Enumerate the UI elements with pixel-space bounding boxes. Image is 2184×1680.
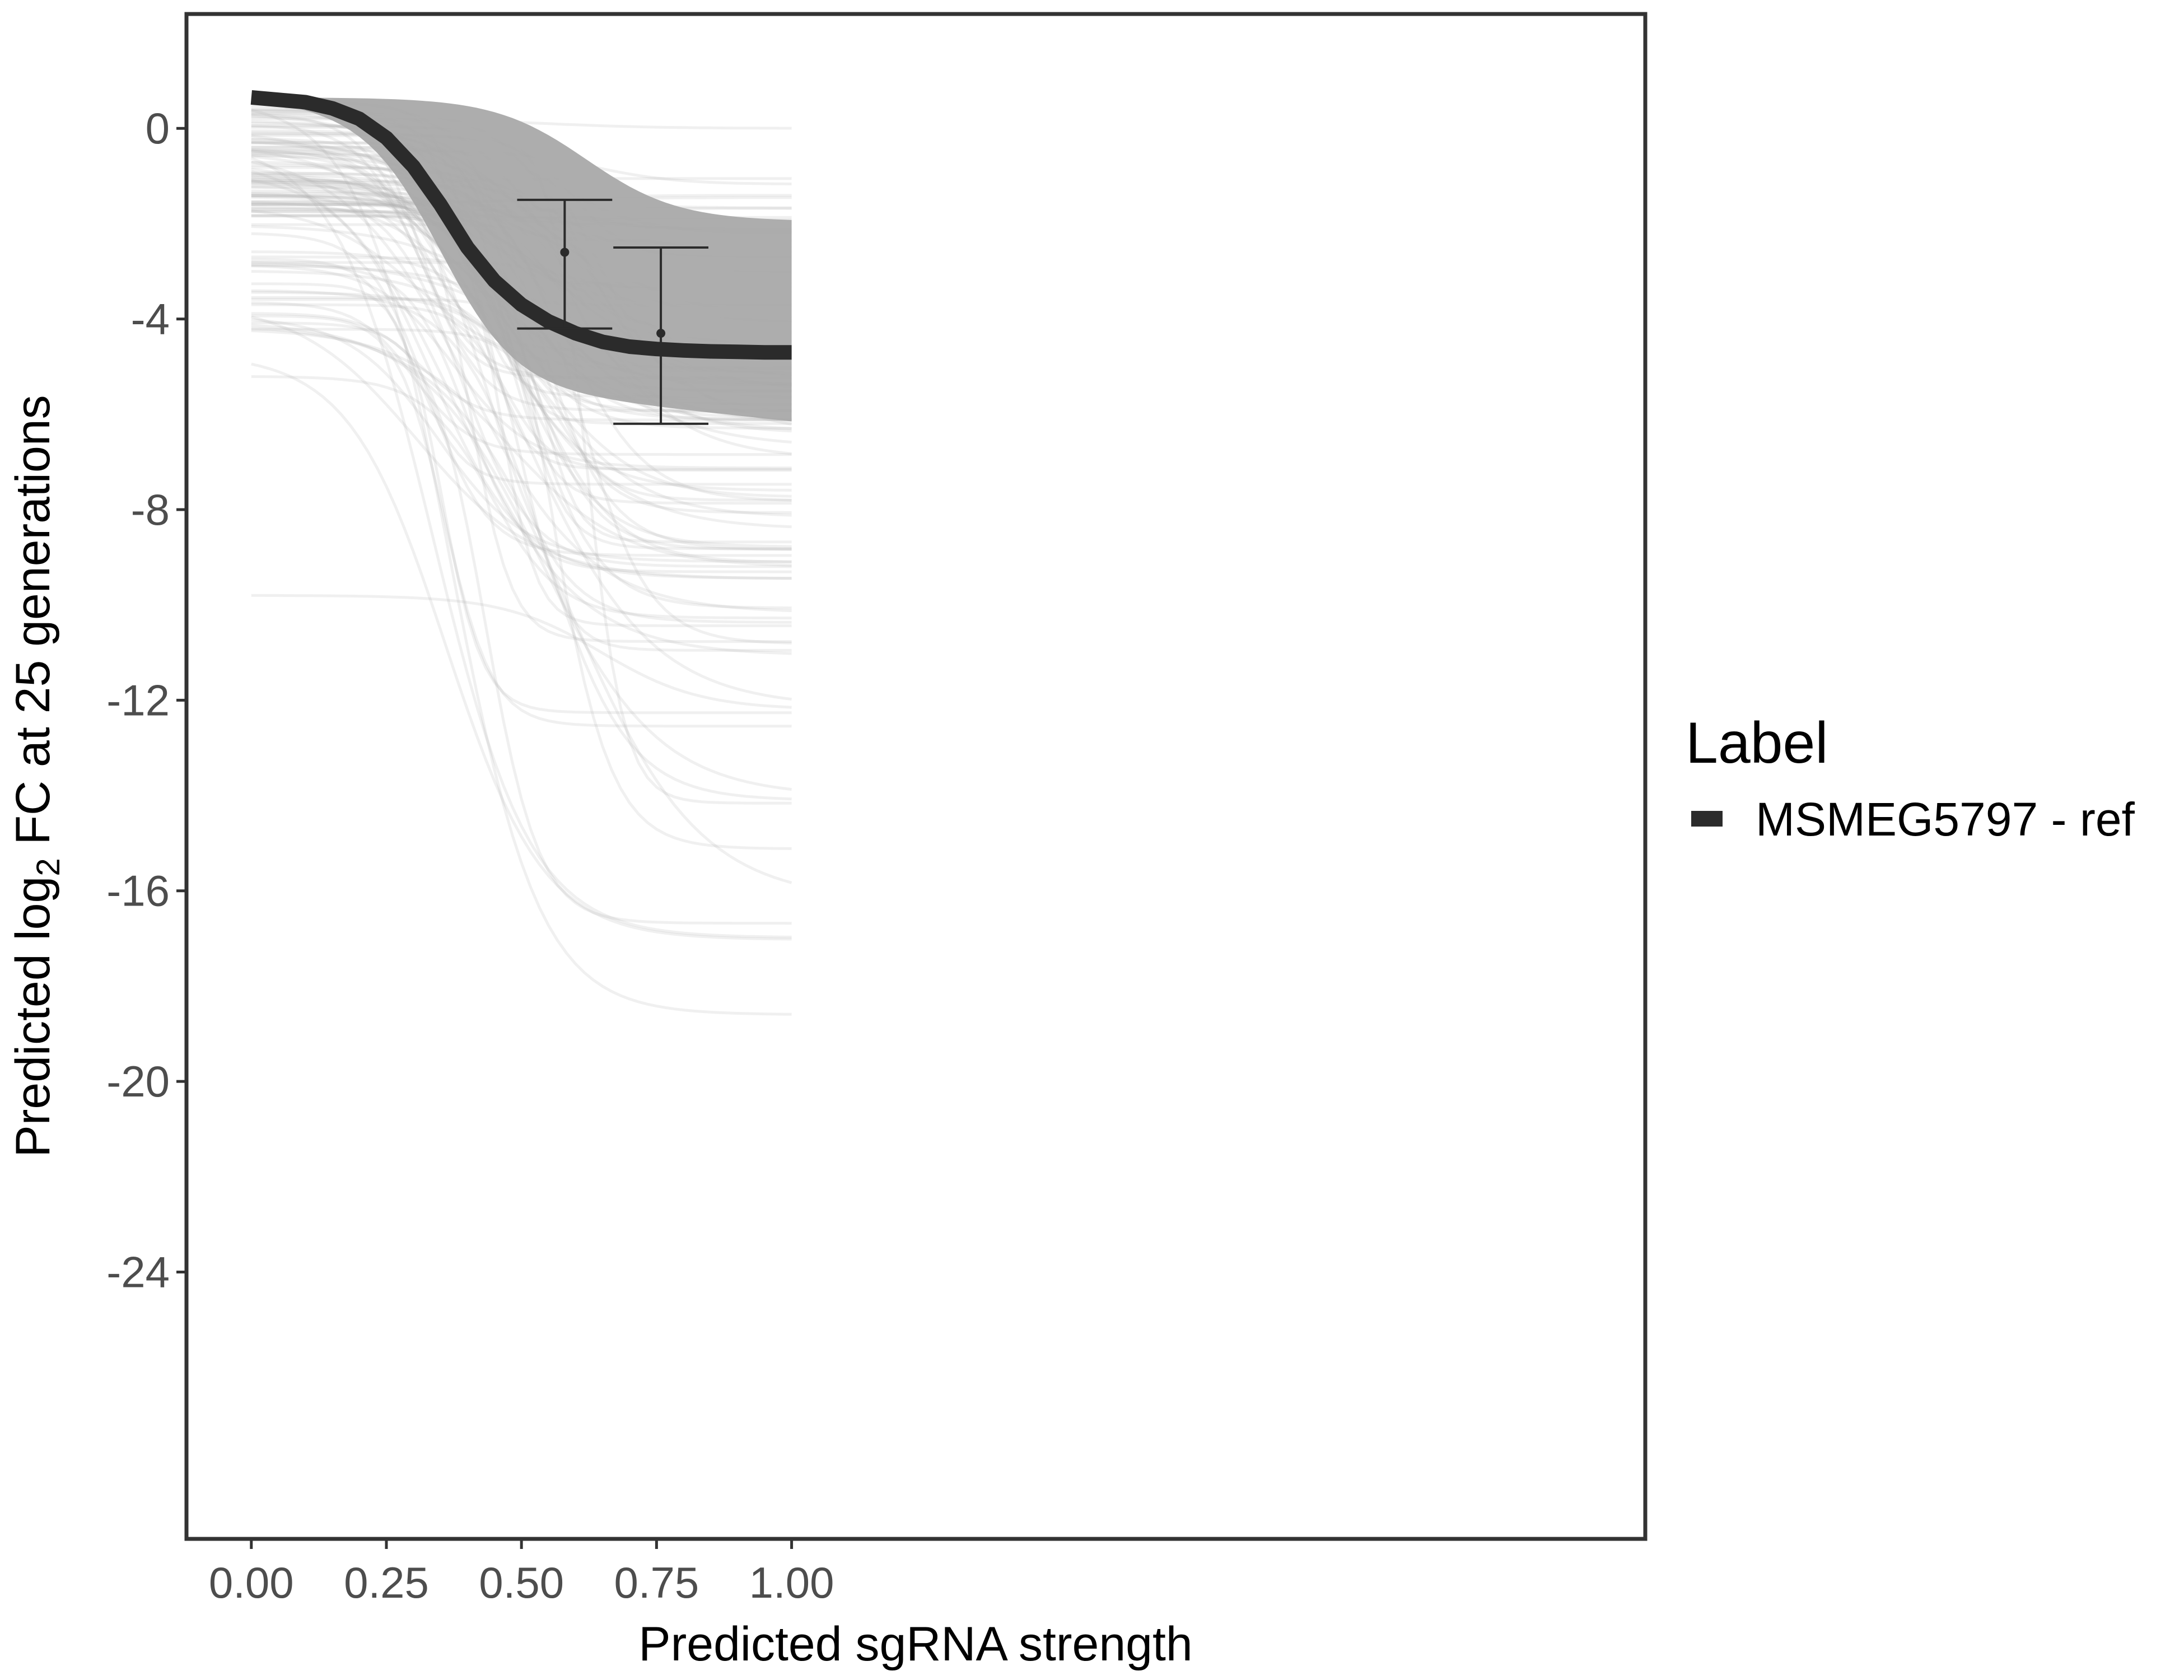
background-curve — [251, 170, 792, 655]
background-curve — [251, 264, 792, 470]
background-curve — [251, 192, 792, 568]
background-curve — [251, 179, 792, 492]
x-tick-label: 0.00 — [209, 1558, 294, 1607]
background-curve — [251, 167, 792, 701]
y-tick-label: -4 — [131, 295, 170, 344]
y-axis-title: Predicted log2 FC at 25 generations — [6, 395, 67, 1157]
background-curve — [251, 303, 792, 472]
background-curve — [251, 134, 792, 529]
y-tick-label: -12 — [106, 675, 170, 725]
background-curve — [251, 250, 792, 564]
background-curve — [251, 160, 792, 613]
y-axis-title-subscript: 2 — [30, 858, 67, 876]
background-curve — [251, 326, 792, 884]
background-curve — [251, 594, 792, 709]
background-curve — [251, 375, 792, 620]
background-curve — [251, 315, 792, 580]
y-tick-label: -8 — [131, 485, 170, 534]
background-curve — [251, 282, 792, 715]
plot-panel-border — [184, 12, 1648, 1541]
background-curve — [251, 109, 792, 1016]
series-lines — [250, 90, 792, 360]
background-curve — [251, 318, 792, 563]
y-tick-label: -20 — [106, 1057, 170, 1106]
background-curve — [250, 157, 792, 939]
legend-title: Label — [1686, 711, 1828, 776]
y-axis-title-prefix: Predicted log — [6, 876, 60, 1158]
background-curve — [251, 362, 792, 941]
x-tick-label: 0.25 — [344, 1558, 429, 1607]
background-curve — [251, 324, 792, 791]
background-curve — [251, 232, 792, 557]
legend: Label MSMEG5797 - ref — [1686, 711, 2135, 846]
y-axis-title-suffix: FC at 25 generations — [6, 395, 60, 858]
x-tick-label: 1.00 — [749, 1558, 834, 1607]
x-axis-title: Predicted sgRNA strength — [638, 1617, 1193, 1671]
background-curve — [251, 141, 792, 548]
x-tick-label: 0.75 — [614, 1558, 699, 1607]
error-bar — [517, 198, 613, 330]
y-tick-label: -24 — [106, 1247, 170, 1296]
background-curve — [251, 258, 792, 486]
ribbon-band-area — [251, 97, 792, 422]
background-curve — [251, 214, 792, 627]
background-curve — [251, 174, 792, 624]
x-tick-label: 0.50 — [479, 1558, 564, 1607]
ribbon-band — [251, 97, 792, 422]
background-curve — [251, 328, 792, 502]
background-curve — [251, 194, 792, 610]
y-tick-label: -16 — [106, 866, 170, 916]
background-curve — [251, 180, 792, 643]
background-curve — [251, 296, 792, 652]
background-curve — [251, 172, 792, 505]
background-curve — [251, 289, 792, 801]
background-curve — [251, 270, 792, 517]
error-bars — [517, 198, 709, 425]
y-axis: 0 -4 -8 -12 -16 -20 -24 — [106, 104, 186, 1296]
background-curve — [251, 301, 792, 456]
background-curve — [251, 263, 792, 573]
background-curve — [251, 321, 792, 925]
series-line — [250, 90, 792, 360]
background-curve — [251, 214, 792, 550]
background-curve — [251, 314, 792, 728]
background-curve — [251, 312, 792, 422]
y-tick-label: 0 — [146, 104, 170, 153]
legend-item-label: MSMEG5797 - ref — [1756, 793, 2135, 846]
error-bar-point — [656, 329, 666, 338]
legend-key-swatch — [1691, 811, 1723, 827]
x-axis: 0.00 0.25 0.50 0.75 1.00 — [209, 1539, 834, 1607]
background-curve — [251, 179, 792, 580]
background-curve — [251, 329, 792, 567]
error-bar — [613, 246, 709, 425]
error-bar-point — [560, 248, 570, 257]
